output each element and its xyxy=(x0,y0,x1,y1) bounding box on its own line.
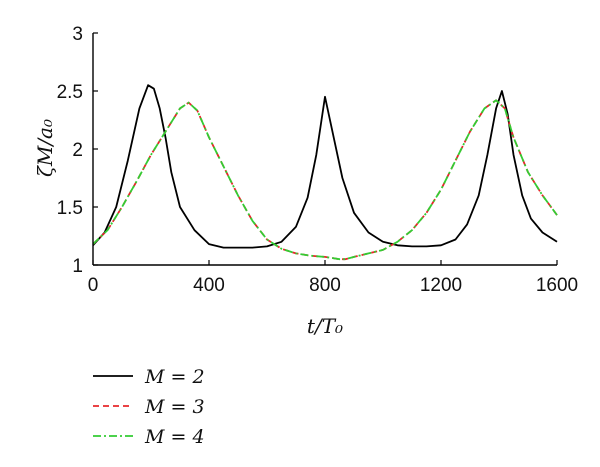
plot-area xyxy=(92,84,558,261)
y-tick-label: 2.5 xyxy=(57,82,83,103)
x-tick-label: 800 xyxy=(309,275,341,296)
x-axis-label: t/T₀ xyxy=(307,314,343,338)
y-axis-label: ζM/a₀ xyxy=(33,119,57,177)
legend-label-2: M = 3 xyxy=(144,396,205,418)
legend-label-1: M = 2 xyxy=(144,366,205,388)
y-tick-label: 1.5 xyxy=(57,198,83,219)
x-tick-label: 1200 xyxy=(420,275,462,296)
legend: M = 2 M = 3 M = 4 xyxy=(93,366,205,448)
y-tick-label: 2 xyxy=(72,140,83,161)
series-line-3 xyxy=(92,99,558,261)
x-tick-label: 0 xyxy=(88,275,99,296)
x-tick-label: 400 xyxy=(193,275,225,296)
x-tick-label: 1600 xyxy=(536,275,578,296)
axes xyxy=(92,33,557,266)
y-tick-label: 3 xyxy=(72,24,83,45)
series-line-1 xyxy=(92,84,558,249)
legend-label-3: M = 4 xyxy=(144,426,205,448)
y-tick-label: 1 xyxy=(72,256,83,277)
ticks: 0 400 800 1200 1600 1 1.5 2 2.5 3 xyxy=(57,24,579,296)
